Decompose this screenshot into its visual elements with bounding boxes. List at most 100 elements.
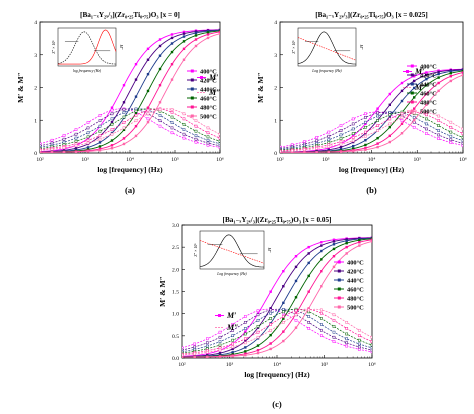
series-mdprime-3 bbox=[40, 108, 220, 149]
marker-mdprime bbox=[206, 126, 210, 130]
marker-mprime bbox=[400, 122, 404, 125]
marker-mdprime bbox=[218, 136, 220, 140]
marker-mdprime bbox=[170, 121, 174, 124]
legend-marker-2 bbox=[337, 278, 341, 282]
marker-mprime bbox=[269, 342, 272, 345]
marker-mdprime bbox=[269, 317, 273, 320]
legend-marker-4 bbox=[337, 296, 341, 300]
marker-mdprime bbox=[206, 131, 210, 135]
marker-mdprime bbox=[218, 142, 220, 146]
marker-mprime bbox=[352, 149, 355, 153]
marker-mdprime bbox=[327, 145, 331, 148]
legend-marker-5 bbox=[190, 114, 194, 118]
marker-mprime bbox=[146, 106, 150, 109]
y-tick-label: 1.5 bbox=[172, 290, 179, 296]
marker-mprime bbox=[122, 101, 126, 104]
marker-mdprime bbox=[98, 137, 102, 141]
legend-label-2: 440°C bbox=[420, 81, 437, 88]
marker-mprime bbox=[158, 54, 162, 57]
marker-mprime bbox=[134, 62, 138, 66]
legend-marker-0 bbox=[337, 260, 341, 264]
marker-mdprime bbox=[182, 348, 184, 352]
marker-mdprime bbox=[281, 315, 285, 318]
marker-mdprime bbox=[158, 124, 162, 128]
marker-mdprime bbox=[50, 141, 54, 145]
marker-mprime bbox=[158, 84, 162, 87]
marker-mdprime bbox=[370, 348, 372, 352]
marker-mdprime bbox=[182, 128, 186, 131]
marker-mprime bbox=[339, 145, 343, 149]
marker-mprime bbox=[413, 86, 416, 90]
inset-frame bbox=[57, 27, 117, 67]
marker-mdprime bbox=[315, 139, 318, 143]
marker-mprime bbox=[244, 339, 247, 343]
marker-mprime bbox=[193, 355, 196, 358]
marker-mdprime bbox=[218, 330, 222, 334]
y-tick-label: 4 bbox=[274, 20, 277, 26]
marker-mprime bbox=[194, 44, 198, 48]
marker-mdprime bbox=[357, 328, 361, 332]
inset-y-right: M″ bbox=[267, 247, 271, 253]
marker-mdprime bbox=[50, 138, 54, 142]
marker-mdprime bbox=[231, 323, 235, 326]
legend-marker-2 bbox=[190, 87, 194, 91]
marker-mdprime bbox=[294, 318, 298, 322]
marker-mdprime bbox=[437, 114, 440, 118]
marker-mdprime bbox=[194, 124, 198, 128]
marker-mprime bbox=[218, 355, 222, 358]
marker-mprime bbox=[461, 71, 463, 74]
series-mdprime-3 bbox=[182, 308, 372, 354]
marker-mdprime bbox=[370, 340, 372, 343]
marker-mdprime bbox=[351, 122, 355, 126]
marker-mprime bbox=[364, 146, 367, 150]
marker-mdprime bbox=[74, 132, 78, 136]
inset-y-left: Z″ × 10⁵ bbox=[292, 40, 296, 54]
mprime-marker bbox=[200, 76, 203, 79]
mprime-marker bbox=[406, 70, 409, 73]
marker-mdprime bbox=[86, 138, 90, 142]
marker-mdprime bbox=[193, 342, 197, 346]
marker-mprime bbox=[370, 240, 372, 243]
legend-label-1: 420°C bbox=[347, 268, 364, 275]
marker-mdprime bbox=[146, 108, 150, 112]
marker-mprime bbox=[327, 150, 330, 153]
marker-mprime bbox=[282, 330, 285, 333]
marker-mdprime bbox=[98, 134, 102, 137]
marker-mdprime bbox=[327, 141, 331, 144]
marker-mdprime bbox=[98, 129, 102, 133]
marker-mprime bbox=[98, 147, 102, 151]
marker-mprime bbox=[449, 79, 452, 83]
legend-label-4: 480°C bbox=[347, 295, 364, 302]
marker-mdprime bbox=[134, 109, 138, 113]
marker-mdprime bbox=[243, 341, 247, 345]
marker-mdprime bbox=[134, 119, 138, 123]
marker-mdprime bbox=[364, 130, 367, 134]
marker-mdprime bbox=[182, 122, 186, 126]
marker-mdprime bbox=[364, 134, 367, 138]
y-axis-label: M′ & M″ bbox=[158, 276, 167, 307]
x-tick-label: 10⁵ bbox=[171, 157, 179, 163]
curves bbox=[182, 236, 372, 358]
marker-mprime bbox=[437, 70, 440, 74]
marker-mdprime bbox=[206, 135, 210, 139]
marker-mdprime bbox=[332, 318, 336, 322]
marker-mprime bbox=[303, 151, 306, 153]
marker-mprime bbox=[206, 31, 210, 34]
series-mdprime-4 bbox=[182, 308, 372, 355]
marker-mprime bbox=[332, 243, 336, 246]
marker-mdprime bbox=[205, 344, 209, 348]
inset-y-right: M″ bbox=[119, 44, 123, 50]
marker-mprime bbox=[294, 265, 298, 269]
marker-mdprime bbox=[461, 136, 463, 139]
marker-mprime bbox=[332, 247, 336, 251]
marker-mdprime bbox=[110, 132, 114, 136]
marker-mprime bbox=[449, 72, 452, 75]
marker-mprime bbox=[134, 111, 138, 115]
y-tick-label: 0.5 bbox=[172, 334, 179, 340]
marker-mprime bbox=[370, 238, 372, 241]
inset-plot: Log frequency (Hz) Z″ × 10⁵ M″ bbox=[292, 27, 363, 73]
marker-mprime bbox=[358, 239, 361, 242]
marker-mdprime bbox=[412, 125, 416, 129]
marker-mdprime bbox=[345, 337, 349, 341]
marker-mdprime bbox=[218, 346, 222, 350]
